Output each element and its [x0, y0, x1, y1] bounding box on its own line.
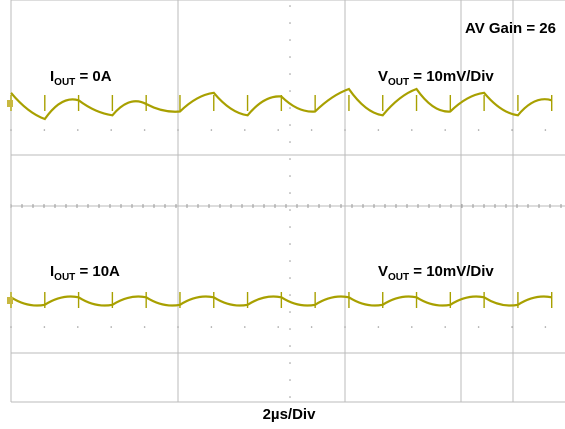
minor-tick [377, 326, 380, 328]
center-tick [289, 107, 291, 109]
center-tick [289, 22, 291, 24]
minor-tick [77, 129, 79, 131]
minor-tick [110, 326, 112, 328]
minor-tick [143, 326, 146, 328]
panel-1-condition-sub: OUT [54, 77, 75, 88]
center-tick [289, 39, 291, 41]
panel-2-scale-main: V [378, 263, 388, 280]
minor-tick [43, 129, 46, 131]
center-tick [289, 158, 291, 160]
minor-tick [310, 326, 313, 328]
center-tick [289, 90, 291, 92]
panel-1-scale-sub: OUT [388, 77, 409, 88]
minor-tick [77, 326, 79, 328]
minor-tick [511, 129, 513, 131]
center-tick [289, 124, 291, 126]
minor-tick [411, 326, 413, 328]
center-tick [289, 192, 291, 194]
minor-tick [477, 129, 480, 131]
minor-tick [544, 326, 547, 328]
panel-1-condition-label: IOUT = 0A [50, 68, 112, 88]
minor-tick [244, 129, 246, 131]
minor-tick [177, 129, 179, 131]
minor-tick [10, 326, 12, 328]
minor-tick [444, 129, 447, 131]
minor-tick [143, 129, 146, 131]
center-tick [289, 311, 291, 313]
center-tick [289, 379, 291, 381]
minor-tick [511, 326, 513, 328]
minor-tick [10, 129, 12, 131]
trace-1-ground-marker [7, 100, 13, 107]
minor-tick [310, 129, 313, 131]
minor-tick [277, 129, 280, 131]
center-tick [289, 175, 291, 177]
minor-tick [210, 129, 213, 131]
minor-tick [377, 129, 380, 131]
center-tick [289, 209, 291, 211]
center-tick [289, 243, 291, 245]
minor-tick [277, 326, 280, 328]
minor-tick [177, 326, 179, 328]
center-tick [289, 56, 291, 58]
minor-tick [43, 326, 46, 328]
minor-tick [110, 129, 112, 131]
center-tick [289, 5, 291, 7]
center-tick [289, 226, 291, 228]
trace-2-ground-marker [7, 297, 13, 304]
minor-tick [344, 129, 346, 131]
center-tick [289, 294, 291, 296]
minor-tick [444, 326, 447, 328]
panel-2-scale-label: VOUT = 10mV/Div [378, 263, 494, 283]
waveform-traces [7, 87, 553, 308]
minor-tick [411, 129, 413, 131]
minor-tick [244, 326, 246, 328]
panel-2-condition-label: IOUT = 10A [50, 263, 120, 283]
center-tick [289, 396, 291, 398]
panel-1-condition-rest: = 0A [75, 68, 111, 85]
gain-label: AV Gain = 26 [465, 20, 556, 37]
panel-1-condition-main: I [50, 68, 54, 85]
panel-2-scale-sub: OUT [388, 272, 409, 283]
panel-2-scale-rest: = 10mV/Div [409, 263, 494, 280]
panel-2-condition-rest: = 10A [75, 263, 120, 280]
panel-1-scale-main: V [378, 68, 388, 85]
center-tick [289, 345, 291, 347]
center-tick [289, 73, 291, 75]
center-tick [289, 141, 291, 143]
panel-2-condition-main: I [50, 263, 54, 280]
center-tick [289, 260, 291, 262]
minor-tick [344, 326, 346, 328]
center-tick [289, 277, 291, 279]
minor-tick [210, 326, 213, 328]
minor-tick [544, 129, 547, 131]
panel-1-scale-label: VOUT = 10mV/Div [378, 68, 494, 88]
graticule [10, 0, 565, 403]
center-tick [289, 362, 291, 364]
x-axis-label: 2µs/Div [263, 406, 316, 423]
panel-1-scale-rest: = 10mV/Div [409, 68, 494, 85]
minor-tick [477, 326, 480, 328]
center-tick [289, 328, 291, 330]
panel-2-condition-sub: OUT [54, 272, 75, 283]
